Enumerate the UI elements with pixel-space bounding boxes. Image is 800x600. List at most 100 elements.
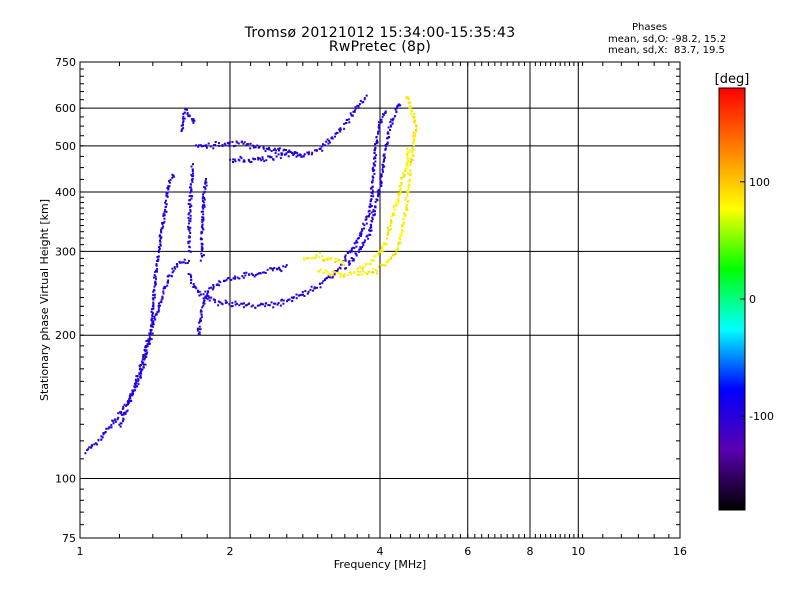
data-point [159,304,161,307]
data-point [243,141,246,144]
data-point [167,279,170,282]
chart-title: Tromsø 20121012 15:34:00-15:35:43 [244,25,516,41]
data-point [191,180,194,183]
data-point [247,143,250,146]
data-point [84,452,87,455]
data-point [404,168,407,171]
data-point [374,201,377,203]
data-point [347,118,350,121]
data-point [363,98,366,101]
data-point [264,150,267,153]
data-point [151,297,154,300]
data-point [380,173,383,176]
x-tick-label: 6 [464,545,471,558]
data-point [389,224,392,227]
colorbar: [deg] 100 0 -100 [715,72,774,511]
data-point [397,192,400,195]
data-point [408,178,411,181]
data-point [189,217,192,220]
data-point [257,272,260,275]
data-point [202,213,205,216]
data-point [403,173,406,176]
data-point [346,274,349,277]
data-point [296,152,299,155]
data-point [154,280,157,283]
data-point [273,267,276,269]
data-point [192,283,195,285]
data-point [372,166,375,169]
data-point [290,296,293,299]
data-point [356,241,359,244]
data-point [188,259,190,262]
data-point [364,271,367,274]
data-point [366,234,369,237]
data-point [155,264,158,266]
data-point [199,317,202,320]
data-point [319,147,322,150]
data-point [301,291,304,293]
data-point [228,277,231,280]
data-point [163,286,166,288]
data-point [153,317,156,320]
data-point [370,191,373,194]
data-point [146,343,149,346]
data-point [330,256,333,259]
data-point [304,290,307,292]
data-point [214,143,217,146]
data-point [144,363,147,366]
data-point [372,267,375,270]
data-point [363,241,366,244]
data-point [409,104,412,107]
data-point [129,400,132,403]
data-point [107,427,110,430]
data-point [190,190,192,192]
data-point [119,411,121,414]
data-point [151,314,154,317]
data-point [184,262,187,265]
data-point [339,127,342,130]
data-point [203,197,206,199]
data-point [145,349,148,352]
data-point [410,113,413,116]
data-point [406,161,409,164]
data-point [387,230,390,233]
data-point [315,149,318,152]
data-point [408,106,411,109]
data-point [158,235,161,238]
data-point [195,144,197,147]
data-point [287,155,290,158]
data-point [359,99,362,102]
data-point [334,135,336,138]
data-point [171,176,174,179]
data-point [367,237,370,240]
data-point [267,304,270,306]
data-point [123,403,126,406]
data-point [201,223,204,226]
data-point [184,107,187,110]
data-point [413,141,416,144]
data-point [382,160,385,163]
data-point [402,218,405,221]
data-point [245,144,248,147]
data-point [370,187,372,190]
data-point [271,267,274,270]
data-point [268,148,271,151]
data-point [201,216,204,219]
data-point [180,128,183,131]
data-point [320,145,323,148]
data-point [238,159,241,162]
data-point [156,256,159,259]
data-point [277,302,280,304]
data-point [187,115,190,117]
data-point [286,300,288,303]
data-point [134,386,137,389]
data-point [225,278,228,281]
data-point [161,295,164,298]
data-point [400,234,403,237]
data-point [303,153,306,156]
data-point [249,142,252,145]
y-tick-label: 500 [55,140,76,153]
data-point [369,223,372,226]
data-point [203,204,206,207]
data-point [390,256,393,259]
